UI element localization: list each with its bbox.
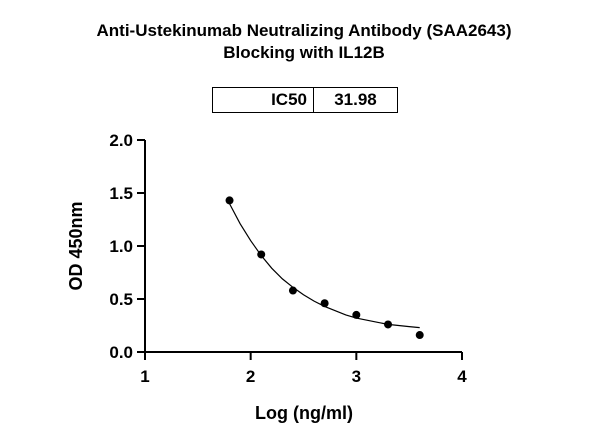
chart-title: Anti-Ustekinumab Neutralizing Antibody (… xyxy=(0,20,608,64)
data-point xyxy=(415,331,424,340)
y-tick-label: 1.0 xyxy=(109,237,133,256)
data-point xyxy=(352,310,361,319)
axes: 0.0 0.5 1.0 1.5 2.0 1 2 3 4 xyxy=(109,131,467,386)
data-point xyxy=(225,196,234,205)
fit-curve-line xyxy=(228,203,420,329)
data-point xyxy=(257,250,266,259)
ic50-label: IC50 xyxy=(213,88,314,112)
x-tick-label: 1 xyxy=(140,367,149,386)
data-point xyxy=(288,286,297,295)
y-tick-label: 2.0 xyxy=(109,131,133,150)
chart-title-line-2: Blocking with IL12B xyxy=(223,43,385,62)
y-tick-label: 0.0 xyxy=(109,343,133,362)
y-tick-label: 1.5 xyxy=(109,184,133,203)
x-tick-label: 2 xyxy=(246,367,255,386)
x-tick-label: 4 xyxy=(457,367,467,386)
data-point xyxy=(384,320,393,329)
ic50-value: 31.98 xyxy=(334,90,377,109)
chart-title-line-1: Anti-Ustekinumab Neutralizing Antibody (… xyxy=(96,21,512,40)
x-tick-label: 3 xyxy=(352,367,361,386)
ic50-table: IC50 31.98 xyxy=(212,87,398,113)
y-tick-label: 0.5 xyxy=(109,290,133,309)
y-axis-label: OD 450nm xyxy=(66,201,86,290)
x-axis-label: Log (ng/ml) xyxy=(255,403,353,423)
data-points xyxy=(225,196,424,340)
data-point xyxy=(320,299,329,308)
